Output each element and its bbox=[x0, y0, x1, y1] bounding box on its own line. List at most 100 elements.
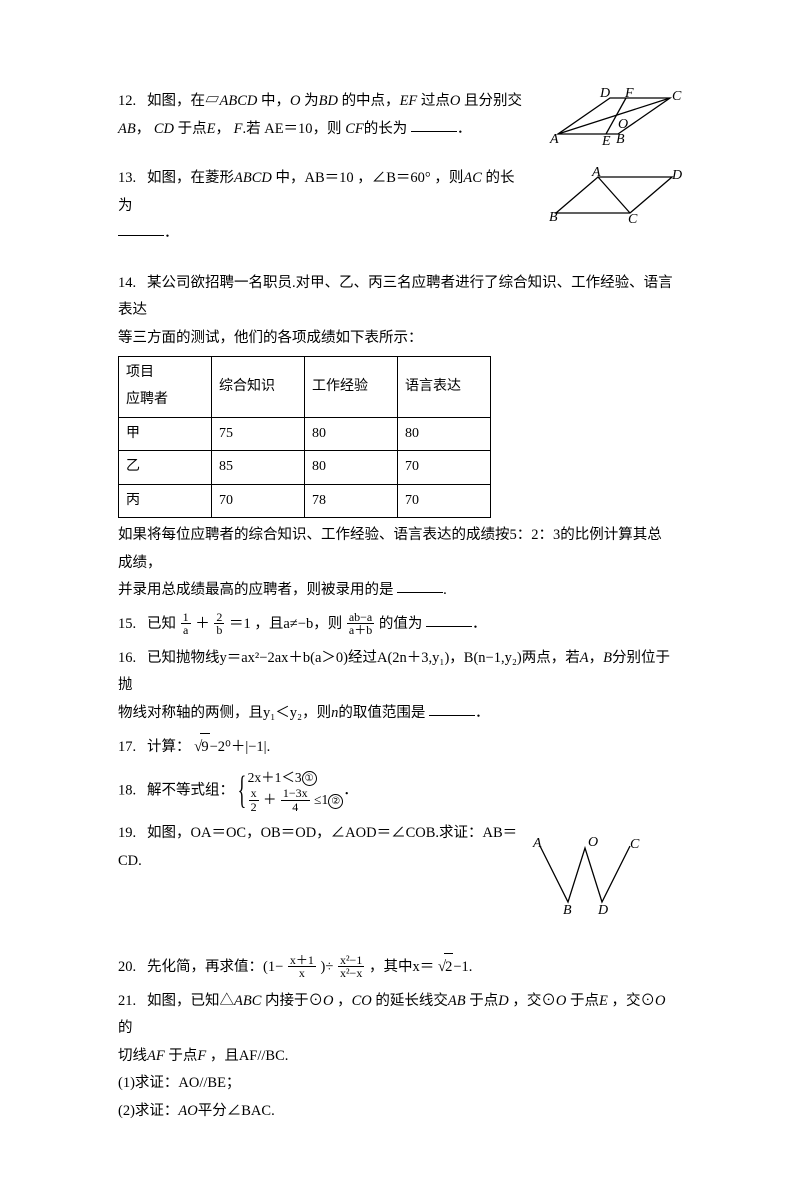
th: 综合知识 bbox=[212, 357, 305, 417]
blank bbox=[429, 703, 475, 716]
t: 解不等式组： bbox=[147, 782, 234, 798]
label-C: C bbox=[630, 837, 640, 852]
q-num: 12. bbox=[118, 93, 136, 109]
t: 计算： bbox=[147, 739, 191, 755]
blank bbox=[411, 119, 457, 132]
t: ，且 bbox=[210, 1048, 239, 1064]
td: 70 bbox=[398, 451, 491, 485]
fraction: 2b bbox=[214, 611, 224, 637]
t: ． bbox=[475, 705, 490, 721]
label-B: B bbox=[563, 903, 572, 916]
td: 乙 bbox=[119, 451, 212, 485]
th: 项目应聘者 bbox=[119, 357, 212, 417]
t: 的取值范围是 bbox=[338, 705, 425, 721]
t: 中， bbox=[261, 93, 290, 109]
td: 甲 bbox=[119, 417, 212, 451]
t: 平分∠BAC. bbox=[198, 1103, 275, 1119]
score-table: 项目应聘者 综合知识 工作经验 语言表达 甲 75 80 80 乙 85 80 … bbox=[118, 356, 491, 518]
t: 如图，在▱ bbox=[147, 93, 220, 109]
q-num: 20. bbox=[118, 959, 136, 975]
t: −2⁰＋|−1|. bbox=[210, 739, 271, 755]
figure-13: A B C D bbox=[544, 165, 688, 238]
label-O: O bbox=[588, 835, 598, 850]
problem-15: 15. 已知 1a ＋ 2b ＝1 ，且a≠−b，则 ab−aa＋b 的值为 ． bbox=[118, 611, 676, 639]
v: O bbox=[450, 93, 460, 109]
th: 工作经验 bbox=[305, 357, 398, 417]
q-num: 19. bbox=[118, 825, 136, 841]
v: AE＝10 bbox=[264, 121, 312, 137]
t: 为 bbox=[304, 93, 319, 109]
td: 85 bbox=[212, 451, 305, 485]
t: 如图，在菱形 bbox=[147, 170, 234, 186]
v: ∠B＝60° bbox=[372, 170, 431, 186]
t: 中， bbox=[275, 170, 304, 186]
t: 如果将每位应聘者的综合知识、工作经验、语言表达的成绩按5：2：3的比例计算其总成… bbox=[118, 527, 662, 571]
v: AB＝10 bbox=[304, 170, 353, 186]
inequality-system: 2x＋1＜3① x2 ＋ 1−3x4 ≤1② bbox=[238, 768, 344, 814]
t: ，交⊙ bbox=[512, 993, 556, 1009]
t: . bbox=[443, 582, 447, 598]
label-A: A bbox=[591, 165, 601, 180]
t: ，其中x＝ bbox=[369, 959, 434, 975]
t: ， bbox=[215, 121, 230, 137]
v: ABCD bbox=[234, 170, 272, 186]
label-A: A bbox=[549, 132, 559, 147]
q-num: 21. bbox=[118, 993, 136, 1009]
label-C: C bbox=[628, 212, 638, 227]
t: 的长为 bbox=[364, 121, 408, 137]
blank bbox=[118, 223, 164, 236]
t: ， bbox=[136, 121, 151, 137]
t: 等三方面的测试，他们的各项成绩如下表所示： bbox=[118, 330, 423, 346]
t: ＋ bbox=[195, 616, 210, 632]
t: 过点 bbox=[421, 93, 450, 109]
fraction: 1a bbox=[181, 611, 191, 637]
problem-12: A B C D E F O 12. 如图，在▱ABCD 中，O 为BD 的中点，… bbox=[118, 88, 676, 143]
label-O: O bbox=[618, 117, 628, 132]
t: ，且a≠−b，则 bbox=[254, 616, 342, 632]
td: 丙 bbox=[119, 484, 212, 518]
t: 的 bbox=[118, 1020, 133, 1036]
table-header-row: 项目应聘者 综合知识 工作经验 语言表达 bbox=[119, 357, 491, 417]
sqrt: 2 bbox=[438, 953, 453, 982]
td: 75 bbox=[212, 417, 305, 451]
label-D: D bbox=[671, 168, 682, 183]
td: 80 bbox=[305, 451, 398, 485]
v: B bbox=[603, 650, 612, 666]
t: −1. bbox=[453, 959, 472, 975]
problem-20: 20. 先化简，再求值：(1− x＋1x )÷ x²−1x²−x ，其中x＝ 2… bbox=[118, 953, 676, 982]
t: (1)求证：AO//BE； bbox=[118, 1075, 240, 1091]
t: 的值为 bbox=[379, 616, 423, 632]
table-row: 甲 75 80 80 bbox=[119, 417, 491, 451]
t: 物线对称轴的两侧，且y₁＜y₂，则 bbox=[118, 705, 331, 721]
fraction: ab−aa＋b bbox=[347, 611, 374, 637]
t: ． bbox=[457, 121, 472, 137]
fraction: x²−1x²−x bbox=[338, 954, 364, 980]
t: 的延长线交 bbox=[375, 993, 448, 1009]
t: 如图，OA＝OC，OB＝OD，∠AOD＝∠COB.求证：AB＝CD. bbox=[118, 825, 517, 869]
blank bbox=[426, 614, 472, 627]
figure-12: A B C D E F O bbox=[540, 86, 688, 159]
figure-19: A B O D C bbox=[530, 834, 640, 927]
t: 先化简，再求值：(1− bbox=[147, 959, 283, 975]
q-num: 15. bbox=[118, 616, 136, 632]
row1: 2x＋1＜3① bbox=[248, 770, 317, 785]
label-D: D bbox=[597, 903, 608, 916]
v: CO bbox=[352, 993, 372, 1009]
t: 内接于⊙ bbox=[265, 993, 323, 1009]
problem-16: 16. 已知抛物线y＝ax²−2ax＋b(a＞0)经过A(2n＋3,y₁)，B(… bbox=[118, 645, 676, 728]
problem-13: A B C D 13. 如图，在菱形ABCD 中，AB＝10 ，∠B＝60° ，… bbox=[118, 165, 676, 248]
q-num: 16. bbox=[118, 650, 136, 666]
t: 某公司欲招聘一名职员.对甲、乙、丙三名应聘者进行了综合知识、工作经验、语言表达 bbox=[118, 275, 673, 319]
t: 已知 bbox=[147, 616, 176, 632]
t: ， bbox=[589, 650, 604, 666]
v: AB bbox=[118, 121, 136, 137]
v: O bbox=[655, 993, 665, 1009]
v: F bbox=[197, 1048, 206, 1064]
t: ． bbox=[164, 225, 179, 241]
label-F: F bbox=[624, 86, 634, 101]
td: 80 bbox=[305, 417, 398, 451]
label-E: E bbox=[601, 134, 611, 148]
t: 如图，已知△ bbox=[147, 993, 234, 1009]
td: 70 bbox=[212, 484, 305, 518]
v: ABCD bbox=[220, 93, 258, 109]
